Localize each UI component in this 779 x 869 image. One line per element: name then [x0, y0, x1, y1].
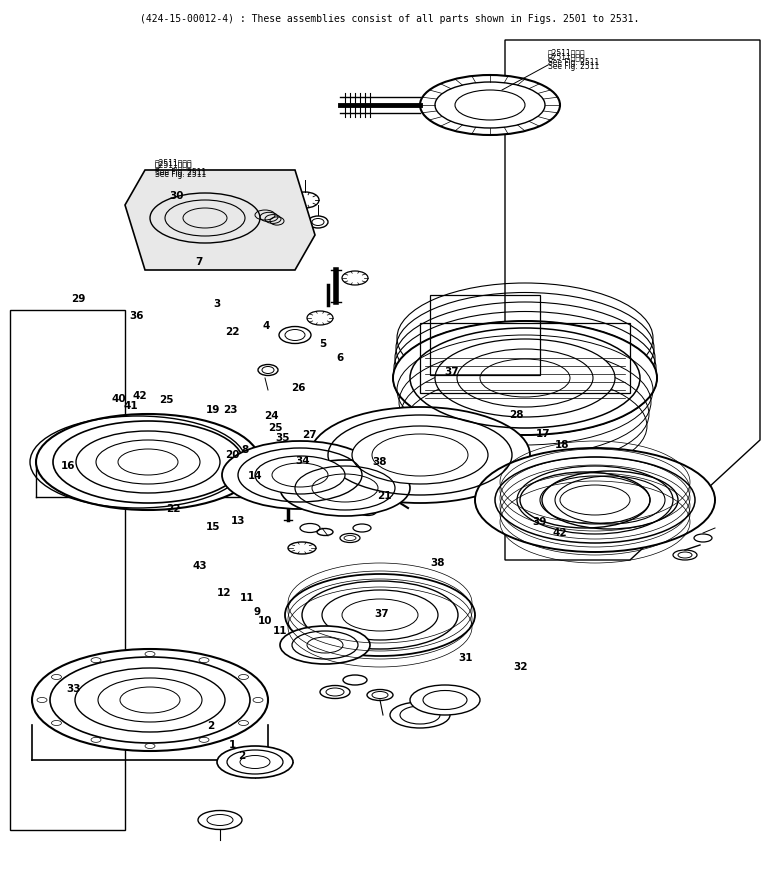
Ellipse shape — [36, 414, 260, 510]
Text: 24: 24 — [264, 411, 278, 421]
Ellipse shape — [217, 746, 293, 778]
Text: 4: 4 — [263, 321, 270, 331]
Polygon shape — [505, 40, 760, 560]
Text: 43: 43 — [193, 561, 207, 571]
Ellipse shape — [222, 441, 378, 509]
Text: 8: 8 — [241, 445, 249, 455]
Ellipse shape — [393, 321, 657, 435]
Ellipse shape — [75, 668, 225, 732]
Text: 11: 11 — [240, 593, 254, 603]
Text: 35: 35 — [276, 433, 290, 443]
Ellipse shape — [32, 649, 268, 751]
Text: 23: 23 — [224, 405, 238, 415]
Text: 25: 25 — [159, 395, 173, 405]
Text: 40: 40 — [112, 394, 126, 404]
Text: 15: 15 — [206, 522, 220, 533]
Text: 42: 42 — [552, 527, 566, 538]
Text: 第2511図参照
See Fig. 2511: 第2511図参照 See Fig. 2511 — [548, 52, 599, 71]
Ellipse shape — [410, 685, 480, 715]
Text: 25: 25 — [268, 422, 282, 433]
Text: 7: 7 — [195, 257, 203, 268]
Text: (424-15-00012-4) : These assemblies consist of all parts shown in Figs. 2501 to : (424-15-00012-4) : These assemblies cons… — [140, 14, 640, 24]
Text: 26: 26 — [291, 383, 305, 394]
Text: 22: 22 — [166, 504, 180, 514]
Text: 30: 30 — [170, 191, 184, 202]
Text: 2: 2 — [206, 721, 214, 732]
Text: 6: 6 — [337, 353, 344, 363]
Text: 20: 20 — [225, 450, 239, 461]
Text: 14: 14 — [249, 471, 263, 481]
Ellipse shape — [150, 193, 260, 243]
Ellipse shape — [480, 359, 570, 397]
Ellipse shape — [255, 456, 345, 494]
Text: 38: 38 — [431, 558, 445, 568]
Ellipse shape — [435, 339, 615, 417]
Text: 42: 42 — [133, 391, 147, 401]
Text: 2: 2 — [238, 751, 245, 761]
Text: 17: 17 — [536, 428, 550, 439]
Text: 21: 21 — [377, 491, 391, 501]
Text: 11: 11 — [273, 626, 287, 636]
Polygon shape — [10, 310, 125, 830]
Text: 16: 16 — [61, 461, 75, 471]
Text: 19: 19 — [206, 405, 220, 415]
Text: 18: 18 — [555, 440, 569, 450]
Ellipse shape — [280, 460, 410, 516]
Text: 第2511図参照
See Fig. 2511: 第2511図参照 See Fig. 2511 — [155, 158, 206, 177]
Text: 29: 29 — [71, 294, 85, 304]
Text: 31: 31 — [459, 653, 473, 663]
Ellipse shape — [420, 75, 560, 135]
Ellipse shape — [322, 590, 438, 640]
Text: 3: 3 — [213, 299, 220, 309]
Text: 第2511図参照
See Fig. 2511: 第2511図参照 See Fig. 2511 — [155, 160, 206, 179]
Ellipse shape — [560, 485, 630, 515]
Text: 36: 36 — [129, 311, 143, 322]
Text: 27: 27 — [302, 429, 316, 440]
Ellipse shape — [76, 431, 220, 493]
Ellipse shape — [517, 466, 673, 534]
Ellipse shape — [352, 426, 488, 484]
Ellipse shape — [310, 407, 530, 503]
Text: 37: 37 — [445, 367, 459, 377]
Text: 5: 5 — [319, 339, 327, 349]
Text: 第2511図参照
See Fig. 2511: 第2511図参照 See Fig. 2511 — [548, 48, 599, 68]
Polygon shape — [125, 170, 315, 270]
Text: 22: 22 — [225, 327, 239, 337]
Text: 9: 9 — [253, 607, 261, 617]
Text: 37: 37 — [375, 608, 389, 619]
Text: 33: 33 — [67, 684, 81, 694]
Text: 13: 13 — [231, 515, 245, 526]
Text: 1: 1 — [228, 740, 236, 750]
Ellipse shape — [285, 574, 475, 656]
Text: 10: 10 — [258, 616, 272, 627]
Text: 12: 12 — [217, 587, 231, 598]
Text: 32: 32 — [513, 662, 527, 673]
Ellipse shape — [280, 626, 370, 664]
Text: 41: 41 — [124, 401, 138, 411]
Text: 38: 38 — [372, 457, 386, 468]
Text: 28: 28 — [509, 409, 523, 420]
Text: 39: 39 — [533, 517, 547, 527]
Text: 34: 34 — [296, 456, 310, 467]
Ellipse shape — [475, 448, 715, 552]
